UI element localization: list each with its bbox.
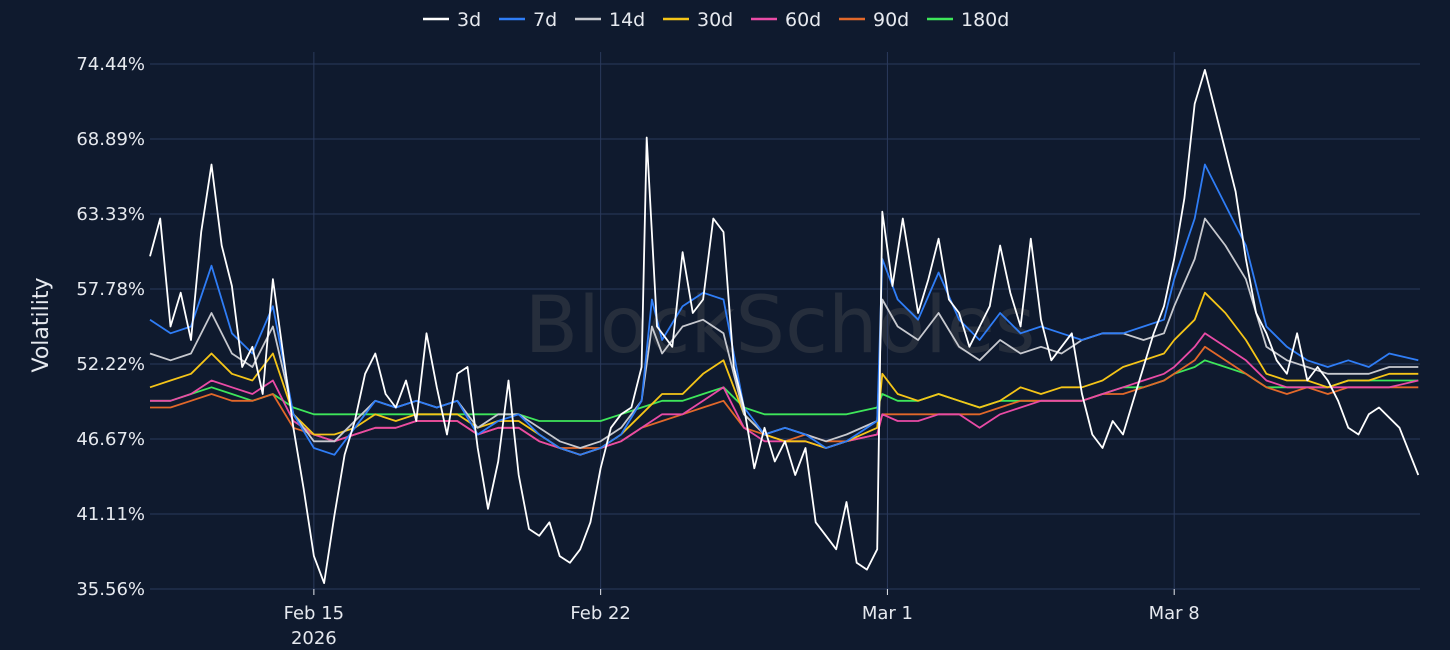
x-tick-sublabel: 2026 xyxy=(291,628,337,649)
series-lines xyxy=(149,69,1420,584)
x-tick-label: Mar 8 xyxy=(1149,603,1200,624)
y-axis-ticks: 35.56% 41.11% 46.67% 52.22% 57.78% 63.33% 68.8… xyxy=(76,54,145,600)
legend-item-7d[interactable]: 7d xyxy=(499,9,557,31)
y-tick-label: 74.44% xyxy=(76,54,145,75)
legend-label: 14d xyxy=(609,9,645,31)
legend-label: 30d xyxy=(697,9,733,31)
series-line-7d xyxy=(149,163,1419,456)
legend-label: 180d xyxy=(961,9,1009,31)
legend-item-180d[interactable]: 180d xyxy=(927,9,1009,31)
watermark: BlockScholes xyxy=(525,281,1036,371)
y-tick-label: 68.89% xyxy=(76,129,145,150)
legend-label: 60d xyxy=(785,9,821,31)
legend[interactable]: 3d 7d 14d 30d 60d 90d 180d xyxy=(423,9,1009,31)
legend-label: 7d xyxy=(533,9,557,31)
legend-item-30d[interactable]: 30d xyxy=(663,9,733,31)
legend-item-90d[interactable]: 90d xyxy=(839,9,909,31)
series-line-3d xyxy=(149,69,1420,584)
grid xyxy=(150,52,1420,590)
series-line-30d xyxy=(149,291,1419,456)
x-tick-label: Feb 15 xyxy=(284,603,345,624)
legend-label: 3d xyxy=(457,9,481,31)
legend-label: 90d xyxy=(873,9,909,31)
y-tick-label: 46.67% xyxy=(76,429,145,450)
legend-item-3d[interactable]: 3d xyxy=(423,9,481,31)
y-tick-label: 52.22% xyxy=(76,354,145,375)
y-tick-label: 41.11% xyxy=(76,504,145,525)
x-axis-ticks: Feb 15 2026 Feb 22 Mar 1 Mar 8 xyxy=(284,589,1200,649)
y-tick-label: 35.56% xyxy=(76,579,145,600)
x-tick-label: Feb 22 xyxy=(570,603,631,624)
y-tick-label: 63.33% xyxy=(76,204,145,225)
y-axis-title: Volatility xyxy=(29,277,54,372)
legend-item-14d[interactable]: 14d xyxy=(575,9,645,31)
legend-item-60d[interactable]: 60d xyxy=(751,9,821,31)
x-tick-label: Mar 1 xyxy=(862,603,913,624)
y-tick-label: 57.78% xyxy=(76,279,145,300)
